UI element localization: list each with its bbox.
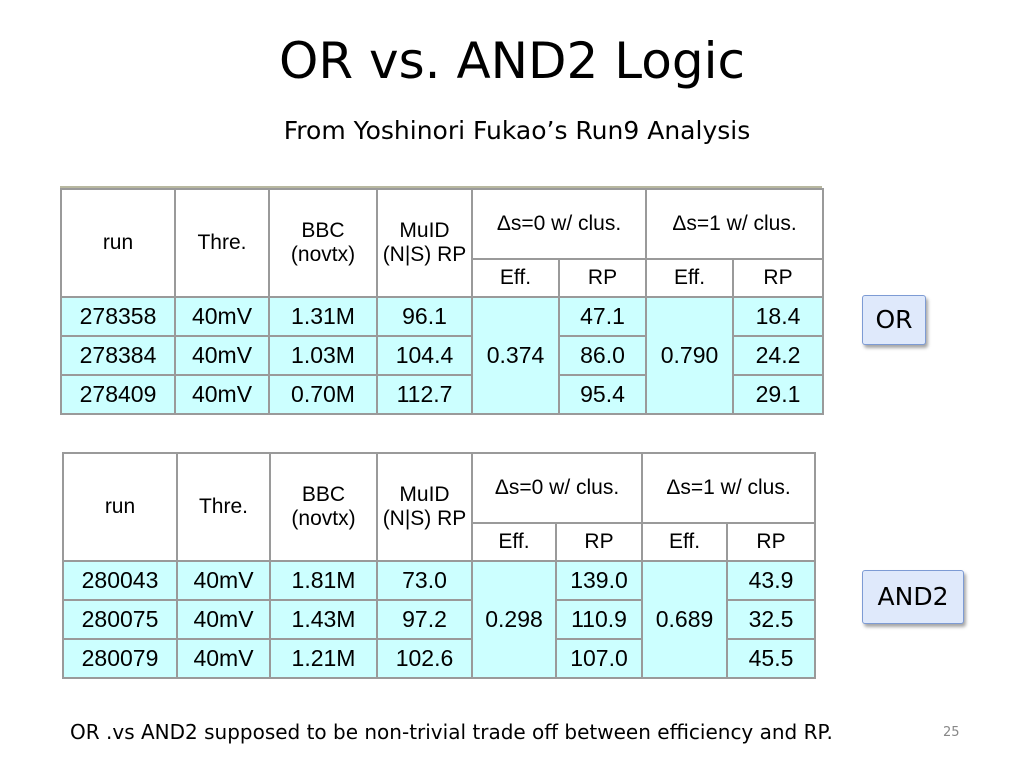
rp-ds1-cell: 45.5 bbox=[726, 638, 817, 679]
table-top-rule bbox=[60, 186, 822, 189]
slide-title: OR vs. AND2 Logic bbox=[279, 32, 745, 90]
table-row: 278409 40mV 0.70M 112.7 95.4 29.1 bbox=[60, 374, 825, 415]
header-delta-s0: Δs=0 w/ clus. bbox=[470, 452, 644, 524]
header-delta-s1: Δs=1 w/ clus. bbox=[645, 188, 825, 260]
eff-ds1-cell: 0.790 bbox=[645, 296, 735, 415]
muid-cell: 112.7 bbox=[376, 374, 473, 415]
table-row: 280079 40mV 1.21M 102.6 107.0 45.5 bbox=[62, 638, 817, 679]
header-bbc: BBC (novtx) bbox=[268, 188, 378, 298]
rp-ds1-cell: 29.1 bbox=[732, 374, 825, 415]
header-eff: Eff. bbox=[645, 258, 735, 298]
rp-ds0-cell: 86.0 bbox=[557, 335, 648, 376]
bbc-cell: 1.03M bbox=[268, 335, 378, 376]
rp-ds0-cell: 110.9 bbox=[554, 599, 644, 640]
header-eff: Eff. bbox=[471, 522, 557, 562]
eff-ds1-cell: 0.689 bbox=[641, 560, 729, 679]
muid-cell: 73.0 bbox=[376, 560, 473, 601]
rp-ds0-cell: 47.1 bbox=[557, 296, 648, 337]
header-delta-s1: Δs=1 w/ clus. bbox=[641, 452, 817, 524]
and2-label-box: AND2 bbox=[862, 570, 964, 624]
threshold-cell: 40mV bbox=[174, 296, 270, 337]
rp-ds1-cell: 18.4 bbox=[732, 296, 825, 337]
header-rp: RP bbox=[726, 522, 817, 562]
header-eff: Eff. bbox=[641, 522, 729, 562]
muid-cell: 96.1 bbox=[376, 296, 473, 337]
header-rp: RP bbox=[732, 258, 825, 298]
threshold-cell: 40mV bbox=[174, 374, 270, 415]
rp-ds0-cell: 107.0 bbox=[554, 638, 644, 679]
header-rp: RP bbox=[557, 258, 648, 298]
run-cell: 278358 bbox=[60, 296, 176, 337]
header-delta-s0: Δs=0 w/ clus. bbox=[470, 188, 648, 260]
threshold-cell: 40mV bbox=[174, 335, 270, 376]
or-results-table: run Thre. BBC (novtx) MuID (N|S) RP Δs=0… bbox=[60, 188, 825, 415]
threshold-cell: 40mV bbox=[176, 638, 271, 679]
threshold-cell: 40mV bbox=[176, 599, 271, 640]
bbc-cell: 1.43M bbox=[269, 599, 378, 640]
eff-ds0-cell: 0.298 bbox=[471, 560, 557, 679]
muid-cell: 97.2 bbox=[376, 599, 473, 640]
muid-cell: 104.4 bbox=[376, 335, 473, 376]
page-number: 25 bbox=[943, 725, 960, 740]
run-cell: 278384 bbox=[60, 335, 176, 376]
rp-ds0-cell: 139.0 bbox=[554, 560, 644, 601]
run-cell: 278409 bbox=[60, 374, 176, 415]
threshold-cell: 40mV bbox=[176, 560, 271, 601]
rp-ds1-cell: 24.2 bbox=[732, 335, 825, 376]
footnote: OR .vs AND2 supposed to be non-trivial t… bbox=[70, 720, 833, 744]
or-label-box: OR bbox=[862, 295, 926, 345]
bbc-cell: 0.70M bbox=[268, 374, 378, 415]
header-muid: MuID (N|S) RP bbox=[376, 188, 473, 298]
rp-ds0-cell: 95.4 bbox=[557, 374, 648, 415]
and2-results-table: run Thre. BBC (novtx) MuID (N|S) RP Δs=0… bbox=[62, 452, 817, 679]
bbc-cell: 1.31M bbox=[268, 296, 378, 337]
run-cell: 280075 bbox=[62, 599, 178, 640]
header-threshold: Thre. bbox=[176, 452, 271, 562]
header-bbc: BBC (novtx) bbox=[269, 452, 378, 562]
header-run: run bbox=[62, 452, 178, 562]
header-rp: RP bbox=[554, 522, 644, 562]
header-threshold: Thre. bbox=[174, 188, 270, 298]
table-row: 280075 40mV 1.43M 97.2 110.9 32.5 bbox=[62, 599, 817, 640]
run-cell: 280079 bbox=[62, 638, 178, 679]
run-cell: 280043 bbox=[62, 560, 178, 601]
table-row: 278384 40mV 1.03M 104.4 86.0 24.2 bbox=[60, 335, 825, 376]
rp-ds1-cell: 32.5 bbox=[726, 599, 817, 640]
bbc-cell: 1.81M bbox=[269, 560, 378, 601]
eff-ds0-cell: 0.374 bbox=[471, 296, 560, 415]
table-row: 278358 40mV 1.31M 96.1 0.374 47.1 0.790 … bbox=[60, 296, 825, 415]
header-run: run bbox=[60, 188, 176, 298]
header-muid: MuID (N|S) RP bbox=[376, 452, 473, 562]
table-row: 280043 40mV 1.81M 73.0 0.298 139.0 0.689… bbox=[62, 560, 817, 679]
header-eff: Eff. bbox=[471, 258, 560, 298]
bbc-cell: 1.21M bbox=[269, 638, 378, 679]
slide-subtitle: From Yoshinori Fukao’s Run9 Analysis bbox=[283, 116, 751, 145]
rp-ds1-cell: 43.9 bbox=[726, 560, 817, 601]
muid-cell: 102.6 bbox=[376, 638, 473, 679]
